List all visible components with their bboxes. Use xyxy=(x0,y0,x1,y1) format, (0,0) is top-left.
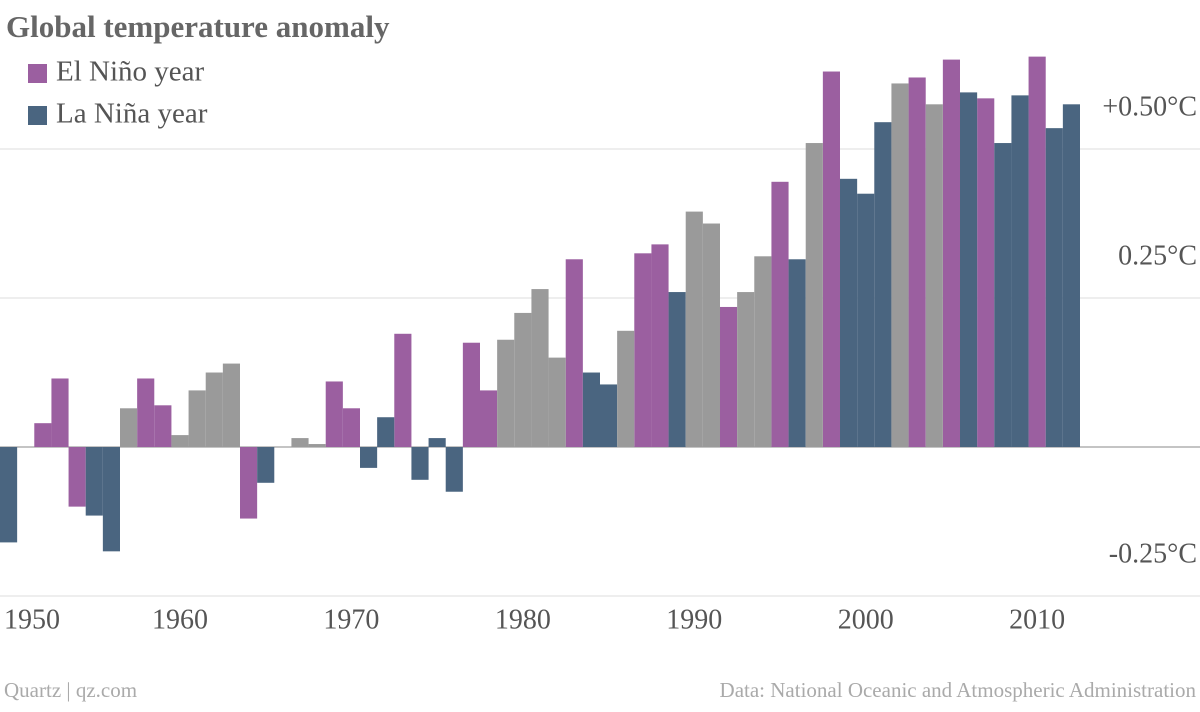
bar xyxy=(857,193,875,448)
bar xyxy=(222,363,240,448)
bar xyxy=(822,71,840,448)
bar xyxy=(634,253,652,448)
bar xyxy=(942,59,960,448)
bar xyxy=(428,438,446,448)
x-tick-label: 2010 xyxy=(1009,604,1065,635)
source-left: Quartz | qz.com xyxy=(4,678,137,702)
bar xyxy=(1045,128,1063,448)
bar xyxy=(754,256,772,448)
bar xyxy=(51,378,69,448)
bar xyxy=(582,372,600,448)
x-tick-label: 1980 xyxy=(495,604,551,635)
x-tick-label: 2000 xyxy=(838,604,894,635)
x-tick-label: 1950 xyxy=(4,604,60,635)
bar xyxy=(1011,95,1029,448)
bar xyxy=(205,372,223,448)
legend-swatch xyxy=(28,106,47,125)
x-tick-label: 1990 xyxy=(666,604,722,635)
bar xyxy=(960,92,978,448)
legend-label: La Niña year xyxy=(56,98,208,130)
bar xyxy=(994,143,1012,448)
bar xyxy=(325,381,343,448)
bar xyxy=(874,122,892,448)
bar xyxy=(651,244,669,448)
bar xyxy=(788,259,806,448)
bar xyxy=(720,306,738,448)
bar xyxy=(480,390,498,448)
bar xyxy=(531,289,549,448)
bar xyxy=(737,292,755,448)
bar xyxy=(68,447,86,507)
bar xyxy=(171,435,189,448)
bar xyxy=(188,390,206,448)
bar xyxy=(377,417,395,448)
bar xyxy=(308,444,326,448)
bar xyxy=(240,447,258,519)
y-tick-label: -0.25°C xyxy=(1109,538,1197,569)
source-right: Data: National Oceanic and Atmospheric A… xyxy=(720,678,1197,702)
bar xyxy=(497,339,515,448)
y-tick-label: +0.50°C xyxy=(1102,91,1197,122)
bar xyxy=(291,438,309,448)
bar xyxy=(891,83,909,448)
bar xyxy=(805,143,823,448)
y-tick-label: 0.25°C xyxy=(1118,240,1197,271)
labels: -0.25°C 0.25°C +0.50°C 1950 1960 1970 1980 1990… xyxy=(4,56,1197,636)
bar xyxy=(771,181,789,448)
chart-title: Global temperature anomaly xyxy=(6,9,390,44)
bar xyxy=(548,357,566,448)
bar xyxy=(154,405,172,448)
bar xyxy=(840,178,858,448)
bar xyxy=(514,312,532,448)
bar xyxy=(137,378,155,448)
bar xyxy=(565,259,583,448)
bar xyxy=(257,447,275,483)
x-tick-label: 1970 xyxy=(323,604,379,635)
bar xyxy=(85,447,103,516)
bar xyxy=(394,333,412,448)
bar xyxy=(702,223,720,448)
bar xyxy=(1062,104,1080,448)
bar xyxy=(411,447,429,480)
bar xyxy=(600,384,618,448)
bar xyxy=(0,447,18,543)
bar xyxy=(1028,56,1046,448)
bar xyxy=(668,292,686,448)
bar xyxy=(120,408,138,448)
bar xyxy=(445,447,463,492)
bar xyxy=(342,408,360,448)
bar xyxy=(977,98,995,448)
x-tick-label: 1960 xyxy=(152,604,208,635)
legend-swatch xyxy=(28,64,47,83)
bar xyxy=(102,447,120,552)
bar xyxy=(908,77,926,448)
bars xyxy=(0,56,1080,552)
bar xyxy=(617,330,635,448)
bar xyxy=(925,104,943,448)
bar xyxy=(360,447,378,468)
bar xyxy=(462,342,480,448)
bar xyxy=(34,423,52,448)
bar xyxy=(685,211,703,448)
legend-label: El Niño year xyxy=(56,56,205,88)
